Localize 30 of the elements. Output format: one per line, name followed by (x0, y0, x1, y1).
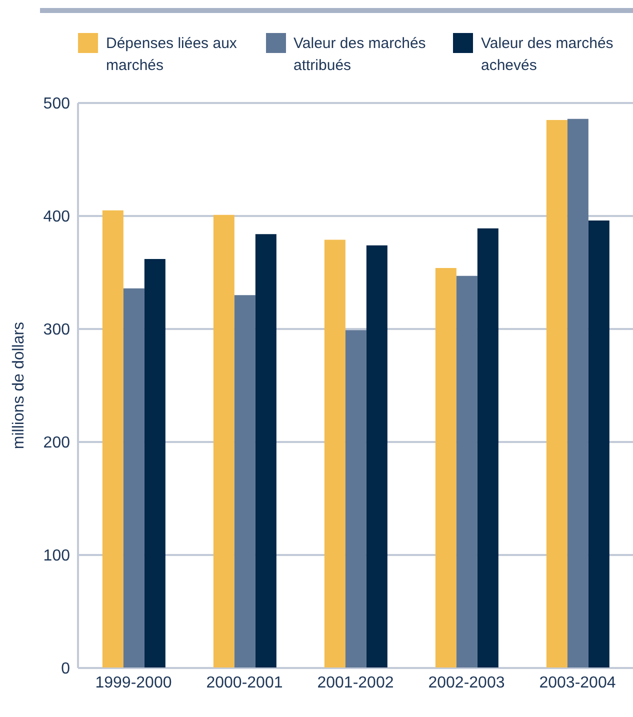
y-tick-label: 200 (43, 434, 70, 452)
legend-label: Dépenses liées aux marchés (106, 34, 238, 76)
x-tick-label: 2000-2001 (206, 674, 283, 692)
bar (144, 258, 166, 668)
bar (345, 330, 366, 668)
bar (324, 240, 346, 668)
y-tick-label: 300 (43, 322, 70, 339)
y-tick-label: 400 (43, 208, 70, 226)
bar (546, 120, 568, 668)
legend-label: Valeur des marchés attribués (294, 34, 427, 76)
bar (435, 268, 456, 668)
bar (213, 214, 234, 668)
x-tick-label: 2001-2002 (317, 674, 394, 692)
bar (102, 210, 124, 668)
bar (255, 234, 276, 668)
legend-label: Valeur des marchés achevés (481, 34, 614, 76)
y-tick-label: 0 (61, 660, 70, 678)
bar (234, 295, 256, 668)
bar (588, 220, 610, 668)
bar (123, 288, 144, 668)
y-tick-label: 500 (43, 96, 70, 113)
bar (567, 118, 588, 668)
bar (456, 276, 478, 668)
y-axis-title: millions de dollars (10, 322, 28, 450)
x-tick-label: 2002-2003 (428, 674, 505, 692)
x-tick-label: 1999-2000 (95, 674, 172, 692)
y-tick-label: 100 (43, 548, 70, 565)
x-tick-label: 2003-2004 (539, 674, 616, 692)
bar (477, 228, 498, 668)
bar (366, 245, 388, 668)
